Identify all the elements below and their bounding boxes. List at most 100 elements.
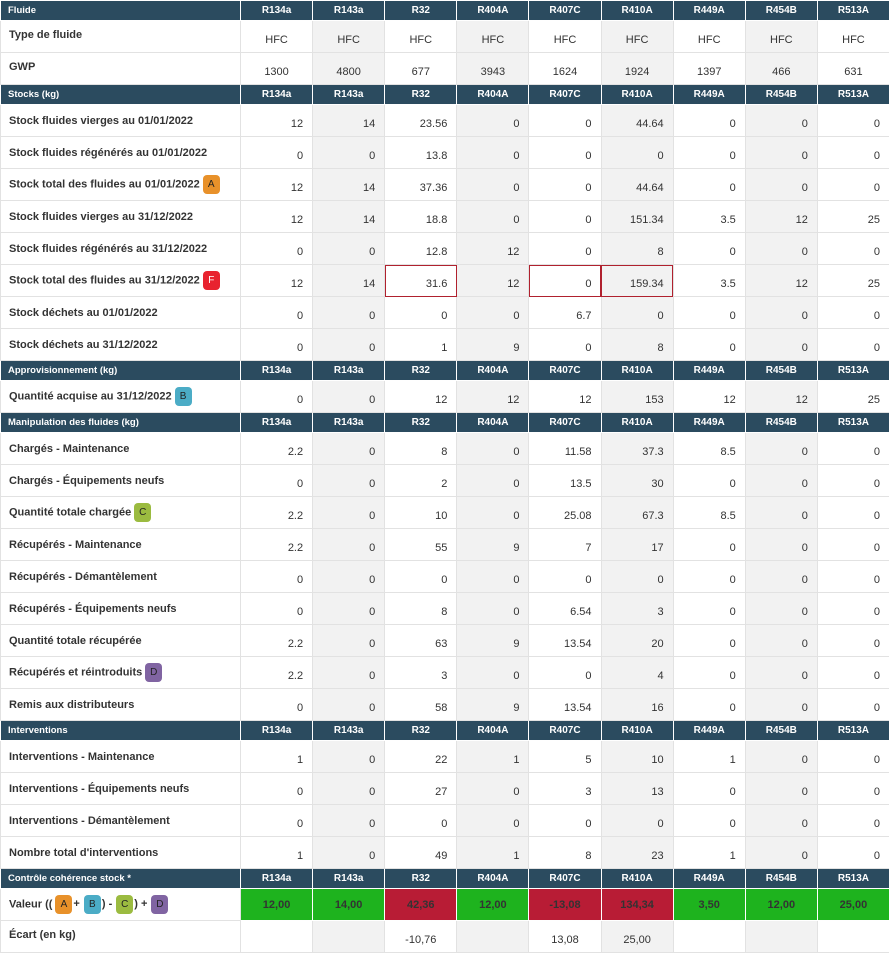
row-charges-maintenance: Chargés - Maintenance 2.2 0 8 0 11.58 37.3 8.5 0… — [0, 432, 889, 465]
cell: 3943 — [456, 52, 530, 85]
cell: 1924 — [600, 52, 674, 85]
cell-r143a: 0 — [312, 624, 386, 657]
cell-r410a: 8 — [600, 328, 674, 361]
row-label: Stock fluides régénérés au 31/12/2022 — [9, 242, 208, 255]
valeur-cell-r410a: 134,34 — [600, 888, 674, 921]
cell-r134a: 12 — [239, 168, 314, 201]
cell-r407c: 0 — [528, 104, 602, 137]
cell-r410a: 44.64 — [600, 104, 674, 137]
cell-r143a: 0 — [312, 464, 386, 497]
cell-r32: 2 — [384, 464, 458, 497]
cell-r143a: 0 — [312, 740, 386, 773]
column-header-r134a: R134a — [239, 0, 314, 21]
cell-r134a: 0 — [239, 804, 314, 837]
minus-operator: ) - — [101, 898, 113, 911]
column-header-r454b: R454B — [744, 0, 818, 21]
cell-r513a: 0 — [816, 688, 889, 721]
cell-r454b: 0 — [744, 560, 818, 593]
cell-r454b: 0 — [744, 656, 818, 689]
cell-r32: 10 — [384, 496, 458, 529]
valeur-formula: Valeur ((A + B) - C) + D — [0, 888, 241, 921]
ecart-row: Écart (en kg) -10,76 13,08 25,00 — [0, 920, 889, 953]
badge-f: F — [202, 271, 220, 290]
section-header-stocks: Stocks (kg) R134a R143a R32 R404A R407C R410A R… — [0, 84, 889, 105]
column-header-r404a: R404A — [456, 868, 530, 889]
row-recuperes-maintenance: Récupérés - Maintenance 2.2 0 55 9 7 17 0 0 0 — [0, 528, 889, 561]
column-header-r513a: R513A — [816, 720, 889, 741]
column-header-r513a: R513A — [816, 412, 889, 433]
ecart-cell-r454b — [744, 920, 818, 953]
cell-r407c: 6.54 — [528, 592, 602, 625]
row-label: Quantité totale chargée — [9, 506, 132, 519]
column-header-r143a: R143a — [312, 720, 386, 741]
row-label-cell: Chargés - Équipements neufs — [0, 464, 241, 497]
row-charges-equipements-neufs: Chargés - Équipements neufs 0 0 2 0 13.5 30 0 0 0 — [0, 464, 889, 497]
cell-r134a: 2.2 — [239, 432, 314, 465]
valeur-cell-r449a: 3,50 — [672, 888, 746, 921]
cell-r134a: 12 — [239, 200, 314, 233]
row-quantite-totale-recuperee: Quantité totale récupérée 2.2 0 63 9 13.54 20 0… — [0, 624, 889, 657]
row-label: Écart (en kg) — [0, 920, 241, 953]
cell-r404a: 0 — [456, 772, 530, 805]
ecart-cell-r32: -10,76 — [384, 920, 458, 953]
cell-r404a: 9 — [456, 624, 530, 657]
row-label: Stock fluides régénérés au 01/01/2022 — [9, 146, 208, 159]
cell: HFC — [600, 20, 674, 53]
cell-r404a: 0 — [456, 592, 530, 625]
column-header-r454b: R454B — [744, 360, 818, 381]
cell-r404a: 12 — [456, 232, 530, 265]
cell-r407c: 0 — [528, 560, 602, 593]
section-title: Interventions — [0, 720, 241, 741]
cell: HFC — [384, 20, 458, 53]
cell-r134a: 0 — [239, 592, 314, 625]
cell: 466 — [744, 52, 818, 85]
cell-r449a: 0 — [672, 464, 746, 497]
cell-r407c: 0 — [528, 200, 602, 233]
cell: 1300 — [239, 52, 314, 85]
cell-r410a: 0 — [600, 296, 674, 329]
cell-r32: 13.8 — [384, 136, 458, 169]
cell: HFC — [816, 20, 889, 53]
cell-r407c: 13.54 — [528, 688, 602, 721]
cell-r143a: 0 — [312, 592, 386, 625]
cell: 631 — [816, 52, 889, 85]
cell-r32: 31.6 — [384, 264, 458, 297]
cell: 1397 — [672, 52, 746, 85]
column-header-r449a: R449A — [672, 412, 746, 433]
cell-r454b: 0 — [744, 104, 818, 137]
badge-a: A — [55, 895, 73, 914]
column-header-r410a: R410A — [600, 0, 674, 21]
cell-r134a: 0 — [239, 380, 314, 413]
cell-r449a: 0 — [672, 168, 746, 201]
row-stock-dechets-au-31-12-2022: Stock déchets au 31/12/2022 0 0 1 9 0 8 0 0 0 — [0, 328, 889, 361]
cell-r143a: 0 — [312, 328, 386, 361]
row-label-cell: Stock total des fluides au 31/12/2022 F — [0, 264, 241, 297]
cell-r513a: 25 — [816, 380, 889, 413]
column-header-r404a: R404A — [456, 84, 530, 105]
fluid-type-row: Type de fluide HFC HFC HFC HFC HFC HFC HFC HFC HF… — [0, 20, 889, 53]
cell-r454b: 0 — [744, 232, 818, 265]
cell-r134a: 2.2 — [239, 496, 314, 529]
cell-r407c: 8 — [528, 836, 602, 869]
gwp-row: GWP 1300 4800 677 3943 1624 1924 1397 466 631 — [0, 52, 889, 85]
cell-r454b: 0 — [744, 688, 818, 721]
cell-r454b: 0 — [744, 328, 818, 361]
cell-r143a: 0 — [312, 836, 386, 869]
cell-r407c: 11.58 — [528, 432, 602, 465]
ecart-cell-r449a — [672, 920, 746, 953]
row-label: Récupérés - Équipements neufs — [9, 602, 177, 615]
cell-r410a: 151.34 — [600, 200, 674, 233]
column-header-r513a: R513A — [816, 0, 889, 21]
row-stock-fluides-regeneres-au-01-01-2022: Stock fluides régénérés au 01/01/2022 0 0 1… — [0, 136, 889, 169]
column-header-r410a: R410A — [600, 868, 674, 889]
column-header-r449a: R449A — [672, 360, 746, 381]
cell-r449a: 0 — [672, 528, 746, 561]
cell-r513a: 0 — [816, 740, 889, 773]
column-header-r32: R32 — [384, 412, 458, 433]
cell-r410a: 8 — [600, 232, 674, 265]
row-label: Stock déchets au 01/01/2022 — [9, 306, 158, 319]
column-header-r404a: R404A — [456, 412, 530, 433]
column-header-r404a: R404A — [456, 720, 530, 741]
cell-r407c: 25.08 — [528, 496, 602, 529]
column-header-r32: R32 — [384, 0, 458, 21]
